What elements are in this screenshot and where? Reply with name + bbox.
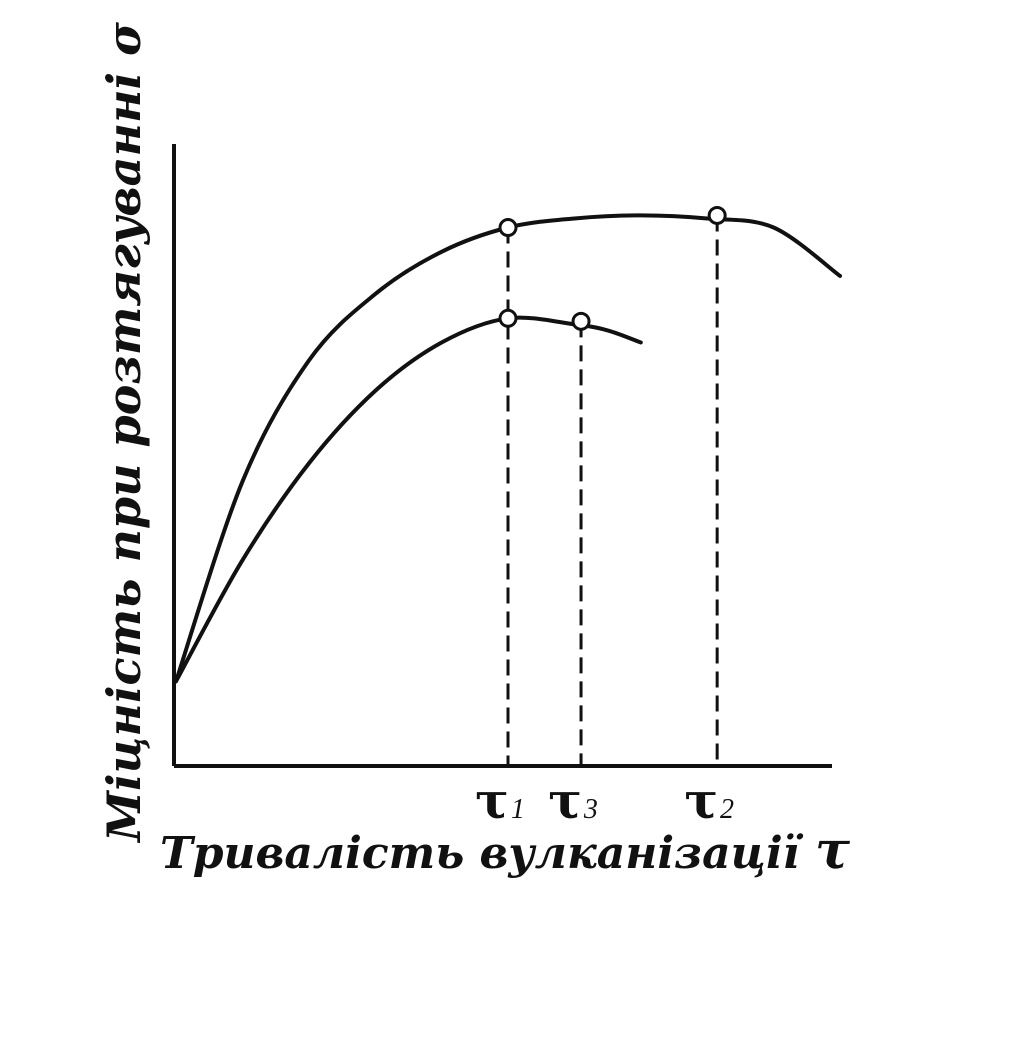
x-axis-title: Тривалість вулканізації τ	[160, 820, 851, 881]
point-markers	[498, 205, 727, 331]
x-axis-title-text: Тривалість вулканізації	[160, 828, 804, 879]
point-marker-4	[571, 311, 591, 331]
x-tick-label-3: τ2	[684, 771, 734, 830]
point-marker-3	[498, 308, 518, 328]
y-axis-title: Міцність при розтягуванні σ	[97, 22, 151, 844]
x-axis-title-symbol: τ	[815, 820, 851, 881]
x-tick-label-2: τ3	[548, 771, 598, 830]
point-marker-2	[707, 205, 727, 225]
point-marker-1	[498, 218, 518, 238]
series-line-2	[174, 315, 643, 684]
x-tick-label-1: τ1	[475, 771, 525, 830]
guide-lines	[506, 215, 719, 766]
x-tick-labels: τ1 τ3 τ2	[475, 771, 734, 830]
axes	[172, 144, 832, 768]
